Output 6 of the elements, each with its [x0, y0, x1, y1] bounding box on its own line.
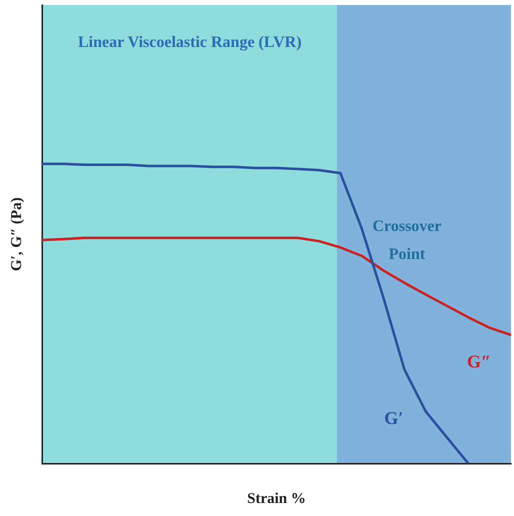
annotation: Crossover Point	[372, 218, 442, 264]
y-axis-title: G′, G″ (Pa)	[8, 197, 25, 272]
x-axis-title: Strain %	[247, 490, 306, 507]
text: Linear Viscoelastic Range (LVR)	[78, 34, 302, 52]
series-label: G″	[467, 352, 491, 372]
series-label: G′	[384, 408, 404, 428]
